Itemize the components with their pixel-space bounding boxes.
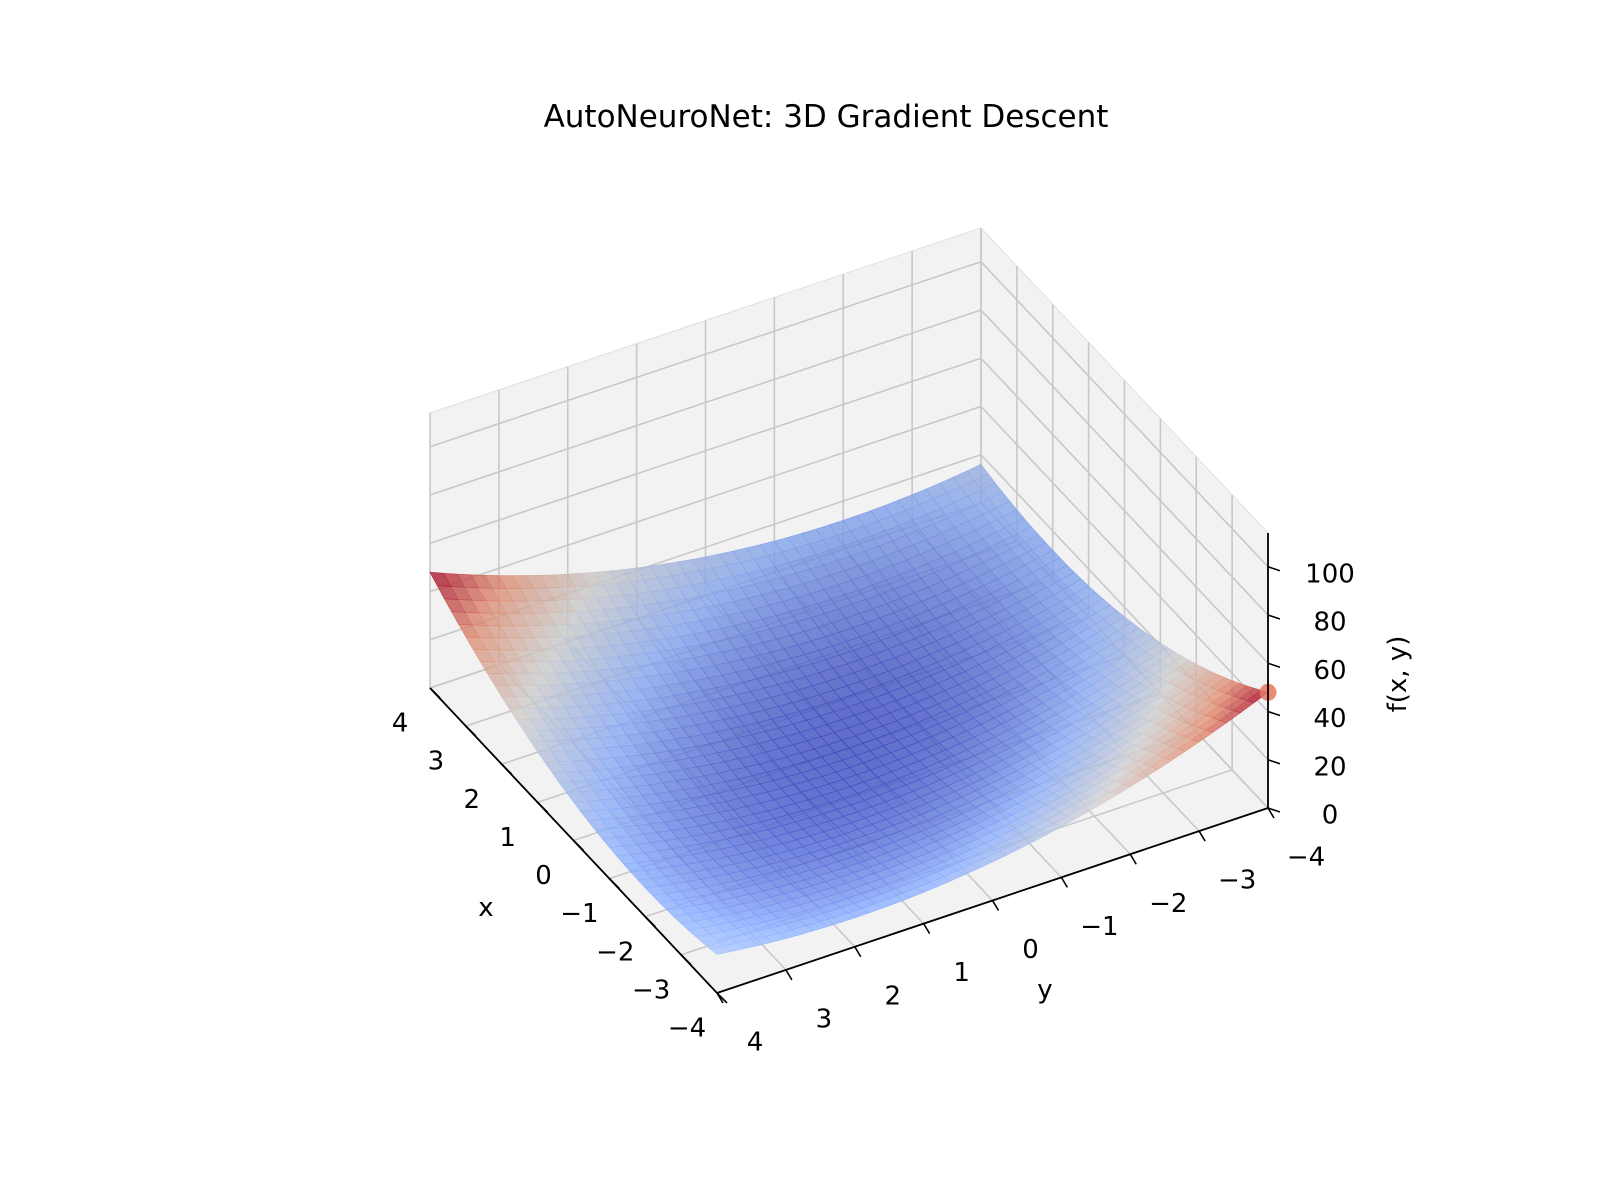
back-grid-line-z bbox=[980, 405, 1269, 713]
y-tick bbox=[1060, 876, 1069, 888]
z-tick-label: 100 bbox=[1305, 559, 1355, 589]
y-tick bbox=[716, 992, 724, 1004]
surface-patch bbox=[966, 464, 989, 481]
x-tick-label: 2 bbox=[463, 785, 480, 815]
z-tick bbox=[1267, 662, 1281, 669]
back-grid-line-z bbox=[980, 261, 1269, 568]
y-tick-label: 1 bbox=[953, 958, 970, 988]
x-tick-label: −4 bbox=[668, 1014, 706, 1044]
chart-title: AutoNeuroNet: 3D Gradient Descent bbox=[544, 99, 1109, 135]
back-grid-line-z bbox=[429, 405, 982, 593]
z-tick-label: 80 bbox=[1313, 608, 1346, 638]
y-tick bbox=[1129, 853, 1137, 865]
y-tick bbox=[785, 969, 793, 981]
x-tick-label: 3 bbox=[428, 747, 445, 777]
z-tick-label: 0 bbox=[1322, 801, 1339, 831]
z-tick bbox=[1267, 614, 1281, 620]
z-axis-label: f(x, y) bbox=[1383, 636, 1413, 713]
y-tick bbox=[991, 900, 1000, 911]
surface-plot bbox=[429, 464, 1269, 955]
x-tick bbox=[572, 839, 585, 852]
x-tick-label: −3 bbox=[632, 975, 670, 1005]
y-tick bbox=[1198, 830, 1206, 842]
y-tick bbox=[922, 923, 931, 935]
y-tick-label: 2 bbox=[884, 981, 901, 1011]
y-tick-label: 4 bbox=[747, 1028, 764, 1058]
z-tick bbox=[1267, 710, 1281, 717]
x-tick bbox=[465, 725, 477, 737]
y-tick bbox=[1267, 807, 1275, 819]
x-tick bbox=[644, 916, 656, 928]
z-tick bbox=[1267, 566, 1281, 572]
y-tick bbox=[854, 946, 862, 958]
z-tick-label: 60 bbox=[1313, 656, 1346, 686]
back-grid-line-z bbox=[429, 357, 982, 545]
x-tick-label: −1 bbox=[560, 899, 598, 929]
y-axis-label: y bbox=[1037, 975, 1052, 1005]
y-tick-label: 0 bbox=[1022, 935, 1039, 965]
y-tick-label: −4 bbox=[1287, 843, 1325, 873]
z-tick bbox=[1267, 758, 1281, 765]
back-grid-line-z bbox=[429, 309, 982, 496]
y-tick-label: −1 bbox=[1080, 912, 1118, 942]
x-tick-label: 1 bbox=[499, 823, 516, 853]
back-grid-line-z bbox=[429, 261, 982, 448]
back-grid-line-z bbox=[980, 357, 1269, 664]
z-tick bbox=[1267, 807, 1281, 813]
x-tick bbox=[608, 878, 620, 890]
x-tick bbox=[680, 954, 692, 966]
x-tick-label: 4 bbox=[392, 709, 409, 739]
x-tick-label: −2 bbox=[596, 937, 634, 967]
y-tick-label: −3 bbox=[1218, 866, 1256, 896]
x-tick bbox=[501, 763, 513, 775]
z-tick-label: 20 bbox=[1313, 752, 1346, 782]
y-tick-label: −2 bbox=[1149, 889, 1187, 919]
y-tick-label: 3 bbox=[816, 1004, 833, 1034]
x-axis-label: x bbox=[478, 893, 493, 923]
z-tick-label: 40 bbox=[1313, 704, 1346, 734]
x-tick bbox=[537, 801, 549, 813]
back-grid-line-z bbox=[980, 309, 1269, 616]
x-tick bbox=[429, 687, 441, 699]
x-tick-label: 0 bbox=[535, 861, 552, 891]
